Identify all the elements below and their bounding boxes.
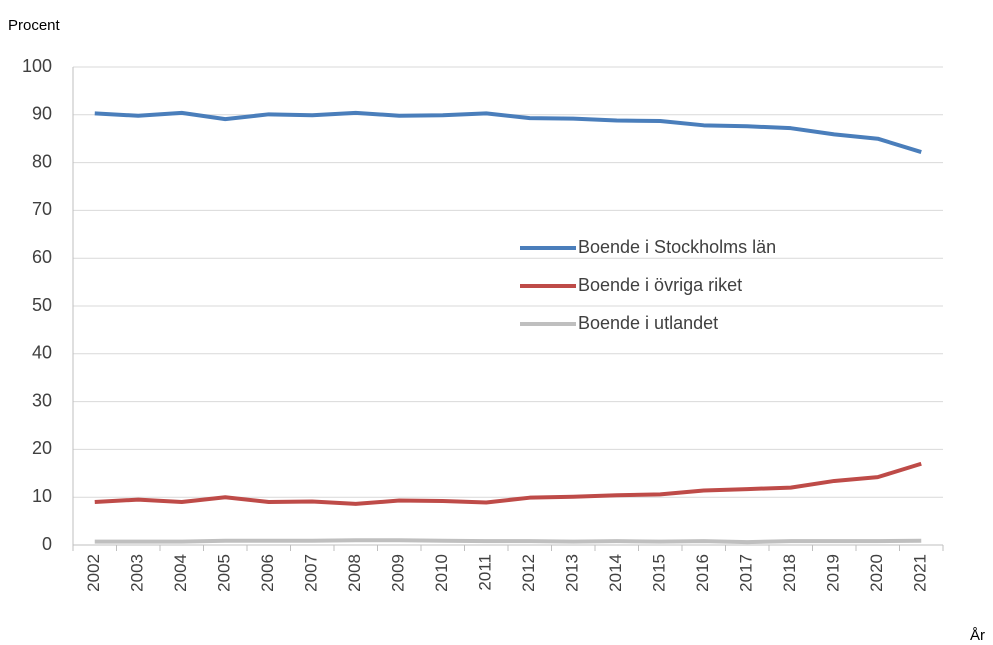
x-tick-label: 2019 [824, 554, 843, 592]
line-series [94, 538, 922, 545]
x-tick-label: 2020 [867, 554, 886, 592]
x-tick-label: 2015 [650, 554, 669, 592]
x-tick-label: 2014 [606, 554, 625, 592]
line-series [94, 110, 922, 154]
x-tick-label: 2006 [258, 554, 277, 592]
x-tick-label: 2012 [519, 554, 538, 592]
line-series [94, 461, 922, 506]
x-tick-label: 2003 [128, 554, 147, 592]
y-tick-label: 50 [32, 295, 52, 315]
y-tick-label: 0 [42, 534, 52, 554]
y-tick-label: 20 [32, 438, 52, 458]
legend-label: Boende i Stockholms län [578, 237, 776, 257]
y-axis-label: Procent [8, 17, 61, 34]
y-tick-label: 90 [32, 104, 52, 124]
x-axis-label: År [970, 627, 985, 644]
x-tick-label: 2017 [737, 554, 756, 592]
y-tick-label: 30 [32, 390, 52, 410]
x-tick-label: 2011 [476, 554, 495, 591]
y-tick-label: 70 [32, 199, 52, 219]
x-tick-label: 2013 [563, 554, 582, 592]
legend-label: Boende i utlandet [578, 313, 718, 333]
x-tick-label: 2018 [780, 554, 799, 592]
y-tick-label: 80 [32, 151, 52, 171]
x-tick-label: 2005 [215, 554, 234, 592]
x-tick-label: 2010 [432, 554, 451, 592]
x-tick-label: 2004 [171, 554, 190, 592]
y-tick-label: 10 [32, 486, 52, 506]
x-tick-label: 2008 [345, 554, 364, 592]
legend-label: Boende i övriga riket [578, 275, 742, 295]
x-tick-label: 2009 [389, 554, 408, 592]
y-tick-label: 100 [22, 56, 52, 76]
x-tick-label: 2002 [84, 554, 103, 592]
y-tick-label: 60 [32, 247, 52, 267]
x-tick-label: 2007 [302, 554, 321, 592]
x-tick-label: 2021 [911, 554, 930, 592]
x-tick-label: 2016 [693, 554, 712, 592]
y-tick-label: 40 [32, 343, 52, 363]
